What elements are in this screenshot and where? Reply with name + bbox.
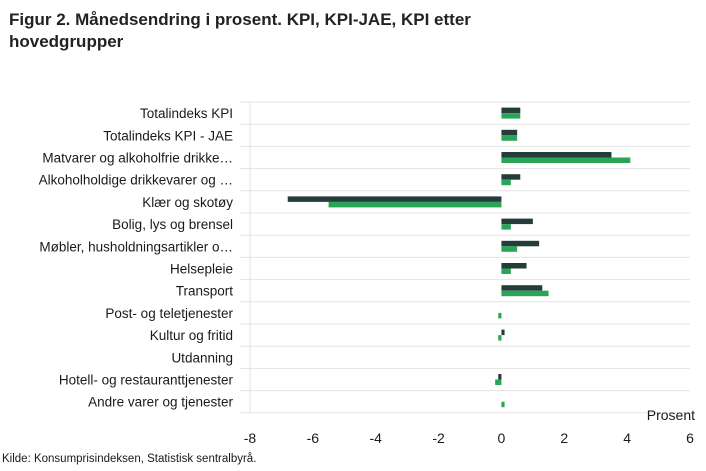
bar-kpi bbox=[501, 285, 543, 291]
x-tick-label: 4 bbox=[623, 430, 631, 446]
bar-kpi-jae bbox=[501, 135, 518, 141]
bar-kpi bbox=[287, 196, 502, 202]
chart-title-line-1: Figur 2. Månedsendring i prosent. KPI, K… bbox=[9, 10, 471, 29]
x-axis-title: Prosent bbox=[647, 407, 695, 423]
bar-kpi-jae bbox=[501, 401, 505, 408]
grid-layer bbox=[240, 101, 690, 414]
bar-kpi-jae bbox=[328, 201, 502, 208]
x-tick-label: -2 bbox=[432, 430, 445, 446]
bar-kpi bbox=[501, 174, 521, 180]
category-label: Alkoholholdige drikkevarer og … bbox=[39, 173, 233, 188]
category-label: Kultur og fritid bbox=[150, 328, 233, 343]
bar-kpi bbox=[501, 240, 540, 247]
category-label: Hotell- og restauranttjenester bbox=[59, 373, 234, 388]
bar-kpi bbox=[501, 107, 521, 114]
chart-title: Figur 2. Månedsendring i prosent. KPI, K… bbox=[9, 9, 569, 53]
category-label: Møbler, husholdningsartikler o… bbox=[39, 239, 233, 254]
bar-kpi-jae bbox=[501, 290, 549, 297]
category-label: Totalindeks KPI - JAE bbox=[103, 128, 233, 143]
bar-kpi bbox=[501, 218, 533, 225]
category-label: Matvarer og alkoholfrie drikke… bbox=[42, 151, 233, 166]
bar-kpi-jae bbox=[501, 113, 521, 119]
category-label: Utdanning bbox=[171, 350, 233, 365]
bar-kpi-jae bbox=[501, 246, 518, 252]
category-label: Post- og teletjenester bbox=[105, 306, 233, 321]
category-label: Bolig, lys og brensel bbox=[112, 217, 233, 232]
bar-kpi-jae bbox=[501, 224, 511, 230]
bar-kpi-jae bbox=[495, 379, 502, 385]
category-label: Klær og skotøy bbox=[142, 195, 233, 210]
bar-kpi bbox=[501, 329, 505, 336]
x-tick-label: 0 bbox=[498, 430, 506, 446]
source-note: Kilde: Konsumprisindeksen, Statistisk se… bbox=[2, 453, 257, 465]
bar-kpi-jae bbox=[501, 268, 511, 274]
bar-kpi-jae bbox=[498, 312, 502, 319]
category-label: Helsepleie bbox=[170, 262, 233, 277]
bar-kpi-jae bbox=[501, 179, 511, 186]
category-labels: Totalindeks KPI Totalindeks KPI - JAE Matv… bbox=[39, 106, 234, 410]
x-tick-label: 2 bbox=[560, 430, 568, 446]
x-axis-ticks: -8 -6 -4 -2 0 2 4 6 bbox=[244, 430, 694, 446]
x-tick-label: -6 bbox=[307, 430, 320, 446]
bar-kpi-jae bbox=[501, 157, 631, 163]
bar-layer bbox=[287, 107, 631, 408]
bar-kpi bbox=[501, 263, 527, 269]
bar-kpi bbox=[501, 152, 612, 158]
x-tick-label: 6 bbox=[686, 430, 694, 446]
chart-title-line-2: hovedgrupper bbox=[9, 32, 124, 51]
category-label: Andre varer og tjenester bbox=[88, 395, 233, 410]
category-label: Totalindeks KPI bbox=[140, 106, 233, 121]
category-label: Transport bbox=[176, 284, 234, 299]
bar-kpi bbox=[501, 129, 518, 136]
x-tick-label: -4 bbox=[369, 430, 382, 446]
bar-kpi bbox=[498, 374, 502, 380]
x-tick-label: -8 bbox=[244, 430, 257, 446]
bar-kpi-jae bbox=[498, 335, 502, 341]
